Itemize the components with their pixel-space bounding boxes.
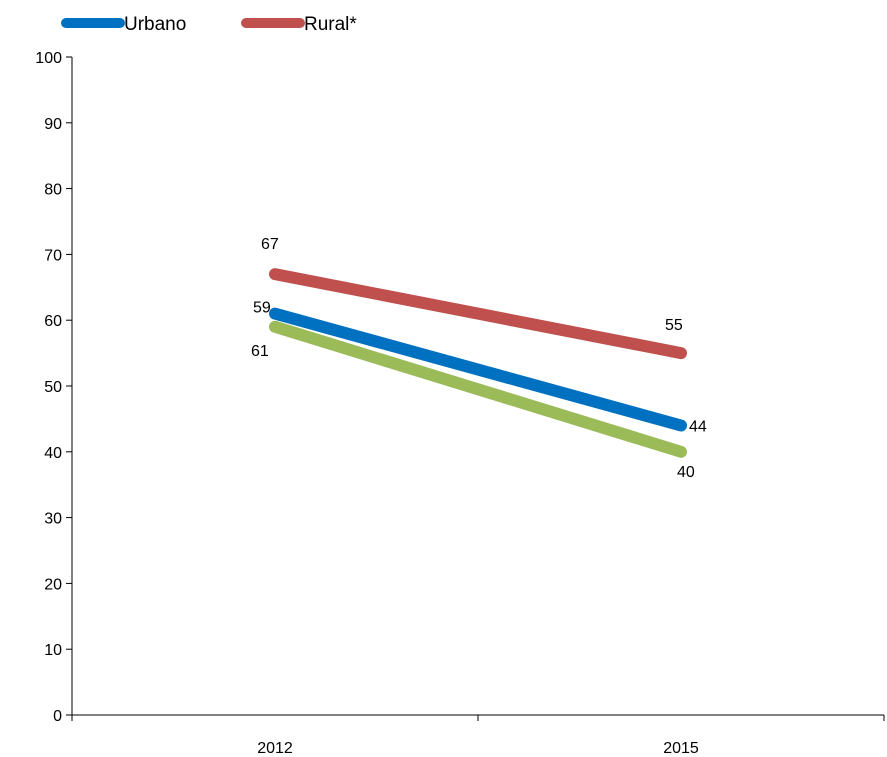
x-tick-label: 2015 [663, 740, 699, 757]
y-axis: 0 10 20 30 40 50 60 70 80 90 100 [35, 50, 73, 725]
legend-label: Urbano [124, 14, 186, 35]
y-tick-label: 70 [44, 247, 62, 264]
y-tick-label: 100 [35, 50, 62, 67]
y-tick-label: 50 [44, 379, 62, 396]
series-line-series-3 [269, 320, 687, 458]
x-axis: 2012 2015 [71, 714, 885, 757]
y-tick-label: 90 [44, 116, 62, 133]
y-tick-label: 40 [44, 445, 62, 462]
data-label: 40 [677, 464, 695, 481]
data-label: 44 [689, 418, 707, 435]
y-tick-label: 0 [53, 708, 62, 725]
y-tick-label: 30 [44, 511, 62, 528]
y-tick-label: 80 [44, 182, 62, 199]
series-line-urbano [269, 307, 687, 432]
data-label: 67 [261, 236, 279, 253]
series-line-rural [269, 268, 687, 360]
data-label: 61 [251, 343, 269, 360]
legend-label: Rural* [304, 14, 357, 35]
y-tick-label: 60 [44, 313, 62, 330]
data-label: 59 [253, 300, 271, 317]
x-tick-label: 2012 [257, 740, 293, 757]
series-lines [269, 268, 687, 458]
data-label: 55 [665, 317, 683, 334]
y-tick-label: 10 [44, 642, 62, 659]
data-labels: 59 44 67 55 61 40 [251, 236, 707, 481]
y-tick-label: 20 [44, 576, 62, 593]
legend: Urbano Rural* [61, 14, 357, 35]
